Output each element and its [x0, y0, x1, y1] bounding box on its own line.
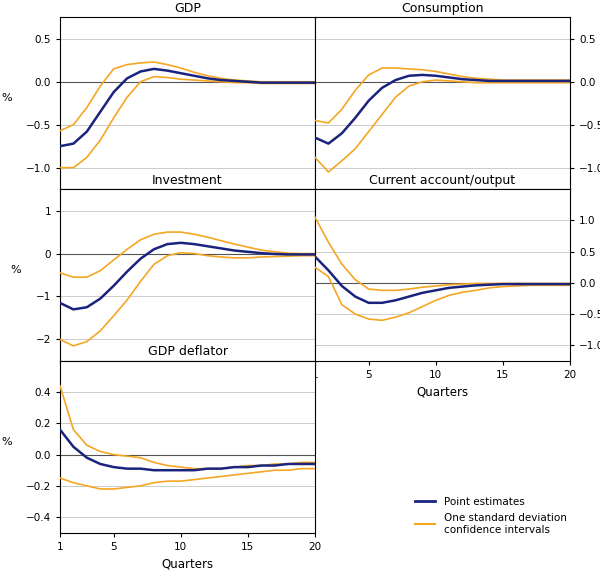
Title: Consumption: Consumption [401, 2, 484, 15]
Y-axis label: %: % [1, 93, 11, 103]
Y-axis label: %: % [11, 265, 22, 275]
X-axis label: Quarters: Quarters [161, 557, 214, 570]
Title: Investment: Investment [152, 174, 223, 186]
X-axis label: Quarters: Quarters [416, 386, 469, 398]
Y-axis label: %: % [1, 437, 11, 447]
Title: GDP: GDP [174, 2, 201, 15]
Title: Current account/output: Current account/output [370, 174, 515, 186]
Legend: Point estimates, One standard deviation
confidence intervals: Point estimates, One standard deviation … [410, 493, 571, 539]
Title: GDP deflator: GDP deflator [148, 345, 227, 358]
